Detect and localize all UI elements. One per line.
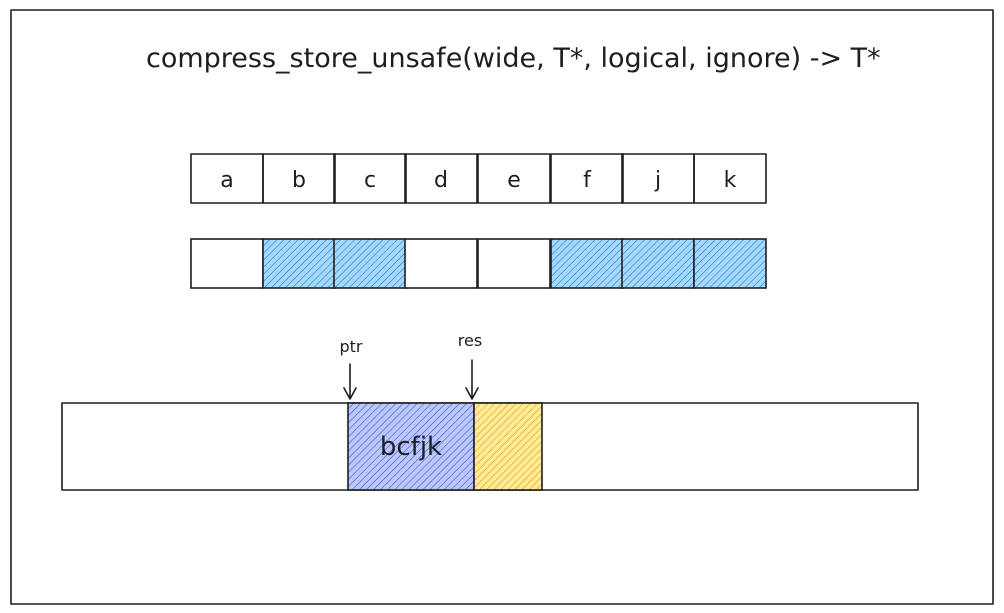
value-cell-label: c — [364, 168, 376, 193]
value-cell: d — [404, 153, 478, 204]
value-cell: f — [550, 153, 624, 204]
mask-cell-true — [693, 238, 767, 289]
value-cell: k — [693, 153, 767, 204]
value-cell-box — [404, 153, 478, 204]
res-label: res — [458, 331, 482, 350]
value-cell-box — [262, 153, 336, 204]
mask-cell-false — [477, 238, 551, 289]
diagram-title: compress_store_unsafe(wide, T*, logical,… — [146, 43, 881, 74]
value-cell-label: a — [220, 168, 233, 193]
mask-cell-true — [333, 238, 407, 289]
ignored-region — [473, 402, 543, 491]
value-cell-label: j — [654, 168, 661, 193]
mask-cell-false — [190, 238, 264, 289]
value-cell: j — [621, 153, 695, 204]
memory-buffer: bcfjk — [61, 402, 919, 491]
ptr-pointer: ptr — [339, 337, 363, 400]
stored-text: bcfjk — [380, 432, 442, 462]
value-cell-label: k — [724, 168, 737, 193]
value-cell-label: b — [292, 168, 306, 193]
value-cell-box — [477, 153, 551, 204]
value-cell-label: f — [583, 168, 592, 193]
mask-cell-true — [550, 238, 624, 289]
outer-frame — [10, 9, 994, 605]
value-cell: e — [477, 153, 551, 204]
value-cell-box — [333, 153, 407, 204]
mask-cell-true — [262, 238, 336, 289]
value-cell-label: e — [507, 168, 521, 193]
stored-region — [347, 402, 475, 491]
value-cell: c — [333, 153, 407, 204]
mask-cell-true — [621, 238, 695, 289]
mask-row — [190, 238, 767, 289]
value-cell-label: d — [434, 168, 448, 193]
res-pointer: res — [458, 331, 482, 400]
mask-cell-false — [404, 238, 478, 289]
value-cell: b — [262, 153, 336, 204]
value-cell: a — [190, 153, 264, 204]
ptr-label: ptr — [339, 337, 362, 356]
value-cell-box — [693, 153, 767, 204]
ptr-arrow — [343, 363, 357, 400]
res-arrow — [465, 359, 479, 400]
value-cell-box — [550, 153, 624, 204]
